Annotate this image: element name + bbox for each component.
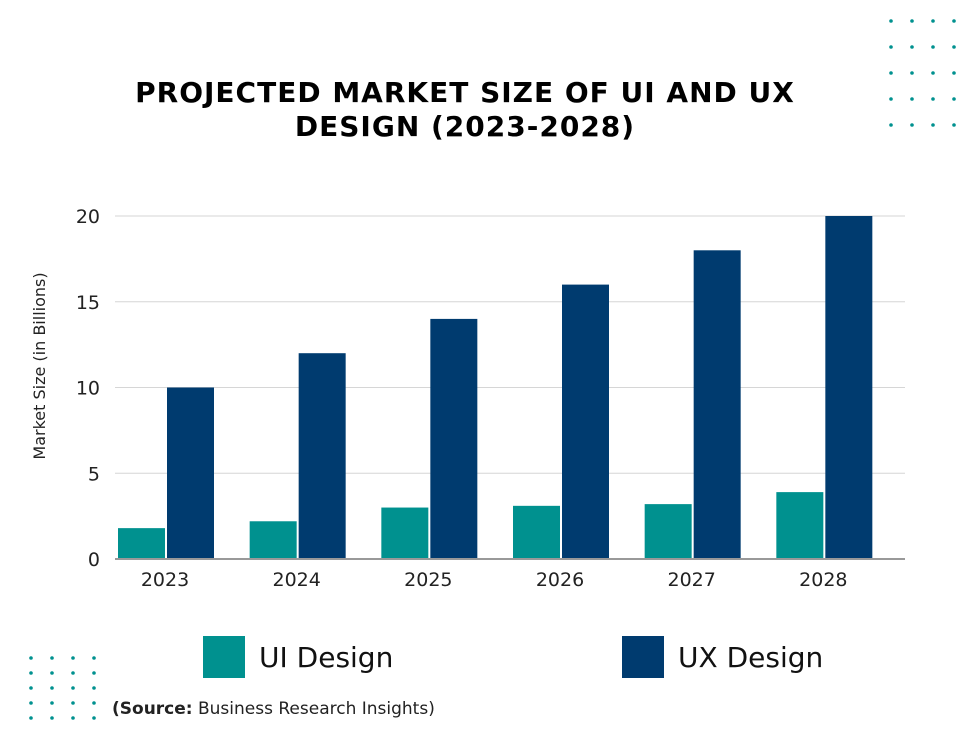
dot <box>50 656 54 660</box>
legend-label-ux: UX Design <box>678 640 824 674</box>
bar-ux-2028 <box>825 216 873 559</box>
x-tick-label: 2027 <box>667 569 715 591</box>
chart-title: PROJECTED MARKET SIZE OF UI AND UX DESIG… <box>135 76 795 143</box>
bar-ui-2026 <box>513 505 560 559</box>
dot <box>952 123 956 127</box>
bar-ui-2023 <box>118 528 165 559</box>
y-tick-label: 5 <box>88 463 100 485</box>
x-tick-label: 2026 <box>536 569 584 591</box>
dot <box>931 45 935 49</box>
dot <box>92 686 96 690</box>
dot <box>931 19 935 23</box>
dot <box>889 45 893 49</box>
y-tick-label: 15 <box>76 292 100 314</box>
x-tick-label: 2025 <box>404 569 452 591</box>
dot <box>910 97 914 101</box>
dot <box>29 716 33 720</box>
legend-item-ui: UI Design <box>203 636 393 678</box>
legend-swatch-ux <box>622 636 664 678</box>
dot <box>889 71 893 75</box>
dot <box>931 123 935 127</box>
dot <box>889 123 893 127</box>
dot <box>92 701 96 705</box>
dot <box>910 71 914 75</box>
y-axis-label: Market Size (in Billions) <box>30 272 49 459</box>
dot <box>910 45 914 49</box>
dot <box>889 19 893 23</box>
bar-ux-2024 <box>298 353 346 559</box>
y-tick-label: 0 <box>88 549 100 571</box>
dot <box>92 716 96 720</box>
dot <box>952 45 956 49</box>
dot <box>92 671 96 675</box>
dot <box>50 686 54 690</box>
bar-ui-2025 <box>381 507 429 559</box>
bar-ui-2028 <box>776 492 824 559</box>
legend-label-ui: UI Design <box>259 640 394 674</box>
decorative-dots-bottom-left <box>29 656 96 720</box>
dot <box>50 716 54 720</box>
y-tick-label: 10 <box>76 378 100 400</box>
dot <box>50 671 54 675</box>
source-text: Business Research Insights) <box>192 699 435 719</box>
dot <box>50 701 54 705</box>
x-tick-label: 2024 <box>272 569 320 591</box>
dot <box>931 71 935 75</box>
bar-ui-2027 <box>644 504 692 559</box>
dot <box>71 671 75 675</box>
legend-item-ux: UX Design <box>622 636 823 678</box>
dot <box>92 656 96 660</box>
dot <box>71 716 75 720</box>
decorative-dots-top-right <box>889 19 956 127</box>
x-tick-label: 2023 <box>141 569 189 591</box>
dot <box>931 97 935 101</box>
source-note: (Source: Business Research Insights) <box>112 699 435 719</box>
dot <box>29 701 33 705</box>
legend-swatch-ui <box>203 636 245 678</box>
dot <box>889 97 893 101</box>
dot <box>71 686 75 690</box>
bar-ux-2027 <box>693 250 741 560</box>
dot <box>910 19 914 23</box>
dot <box>29 671 33 675</box>
x-tick-label: 2028 <box>799 569 847 591</box>
dot <box>952 71 956 75</box>
dot <box>71 656 75 660</box>
dot <box>29 686 33 690</box>
dot <box>952 19 956 23</box>
y-tick-label: 20 <box>76 206 100 228</box>
dot <box>952 97 956 101</box>
dot <box>71 701 75 705</box>
source-label: (Source: <box>112 699 193 719</box>
bar-ui-2024 <box>249 521 297 559</box>
dot <box>29 656 33 660</box>
dot <box>910 123 914 127</box>
bar-ux-2026 <box>562 284 609 559</box>
bar-ux-2023 <box>167 387 214 559</box>
bar-ux-2025 <box>430 318 478 559</box>
